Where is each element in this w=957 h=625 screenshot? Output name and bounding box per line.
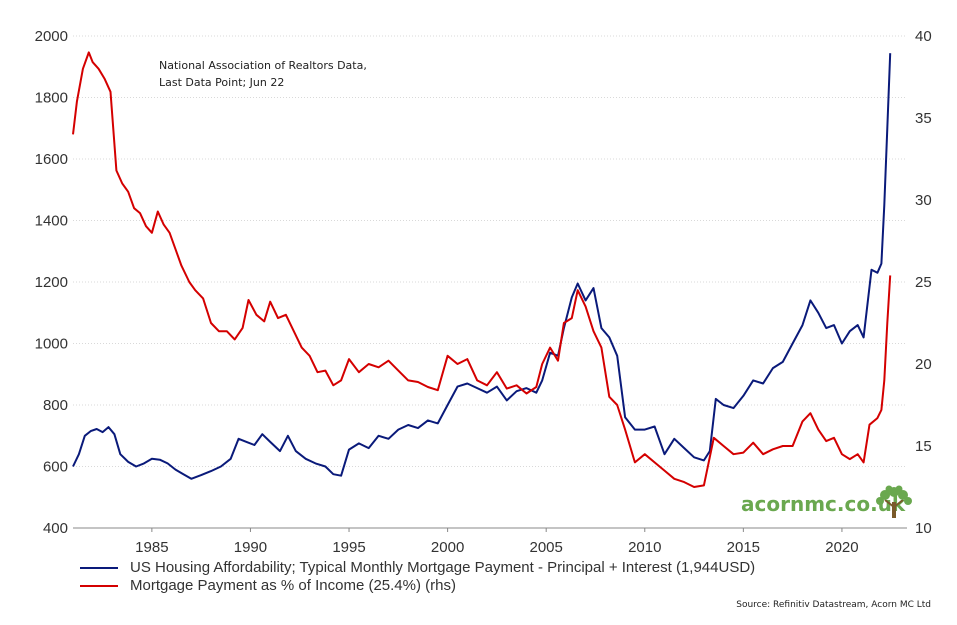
y-left-tick-label: 1000 [35, 336, 68, 353]
y-axis-right: 10 15 20 25 30 35 40 [915, 28, 932, 537]
annotation-line-1: National Association of Realtors Data, [159, 59, 367, 72]
source-note: Source: Refinitiv Datastream, Acorn MC L… [736, 600, 931, 610]
series-line-percent-income [72, 51, 892, 488]
x-tick-label: 1990 [234, 539, 267, 556]
x-tick-label: 1995 [332, 539, 365, 556]
y-left-tick-label: 1600 [35, 151, 68, 168]
y-left-tick-label: 1400 [35, 213, 68, 230]
x-tick-label: 2010 [628, 539, 661, 556]
legend-label-percent-income: Mortgage Payment as % of Income (25.4%) … [130, 577, 456, 594]
x-tick-label: 2000 [431, 539, 464, 556]
x-tick-label: 1985 [135, 539, 168, 556]
y-left-tick-label: 1200 [35, 274, 68, 291]
annotation-line-2: Last Data Point; Jun 22 [159, 76, 285, 89]
y-right-tick-label: 20 [915, 356, 932, 373]
legend: US Housing Affordability; Typical Monthl… [80, 559, 755, 595]
y-right-tick-label: 25 [915, 274, 932, 291]
gridlines [73, 35, 907, 467]
chart-annotation: National Association of Realtors Data, L… [159, 57, 367, 91]
legend-swatch-blue [80, 567, 118, 569]
y-right-tick-label: 35 [915, 110, 932, 127]
y-right-tick-label: 15 [915, 438, 932, 455]
y-left-tick-label: 2000 [35, 28, 68, 45]
x-tick-label: 2005 [530, 539, 563, 556]
y-right-tick-label: 10 [915, 520, 932, 537]
y-axis-left: 400 600 800 1000 1200 1400 1600 1800 2000 [35, 28, 68, 537]
legend-item-affordability: US Housing Affordability; Typical Monthl… [80, 559, 755, 577]
series-lines [72, 51, 892, 488]
series-line-affordability [72, 53, 892, 480]
y-left-tick-label: 1800 [35, 90, 68, 107]
y-right-tick-label: 30 [915, 192, 932, 209]
y-left-tick-label: 800 [43, 397, 68, 414]
legend-swatch-red [80, 585, 118, 587]
legend-label-affordability: US Housing Affordability; Typical Monthl… [130, 559, 756, 576]
x-tick-label: 2015 [727, 539, 760, 556]
y-left-tick-label: 400 [43, 520, 68, 537]
legend-item-percent-income: Mortgage Payment as % of Income (25.4%) … [80, 577, 755, 595]
tree-icon [876, 485, 912, 518]
x-axis-ticks: 1985 1990 1995 2000 2005 2010 2015 2020 [135, 528, 859, 556]
y-left-tick-label: 600 [43, 459, 68, 476]
x-tick-label: 2020 [825, 539, 858, 556]
y-right-tick-label: 40 [915, 28, 932, 45]
